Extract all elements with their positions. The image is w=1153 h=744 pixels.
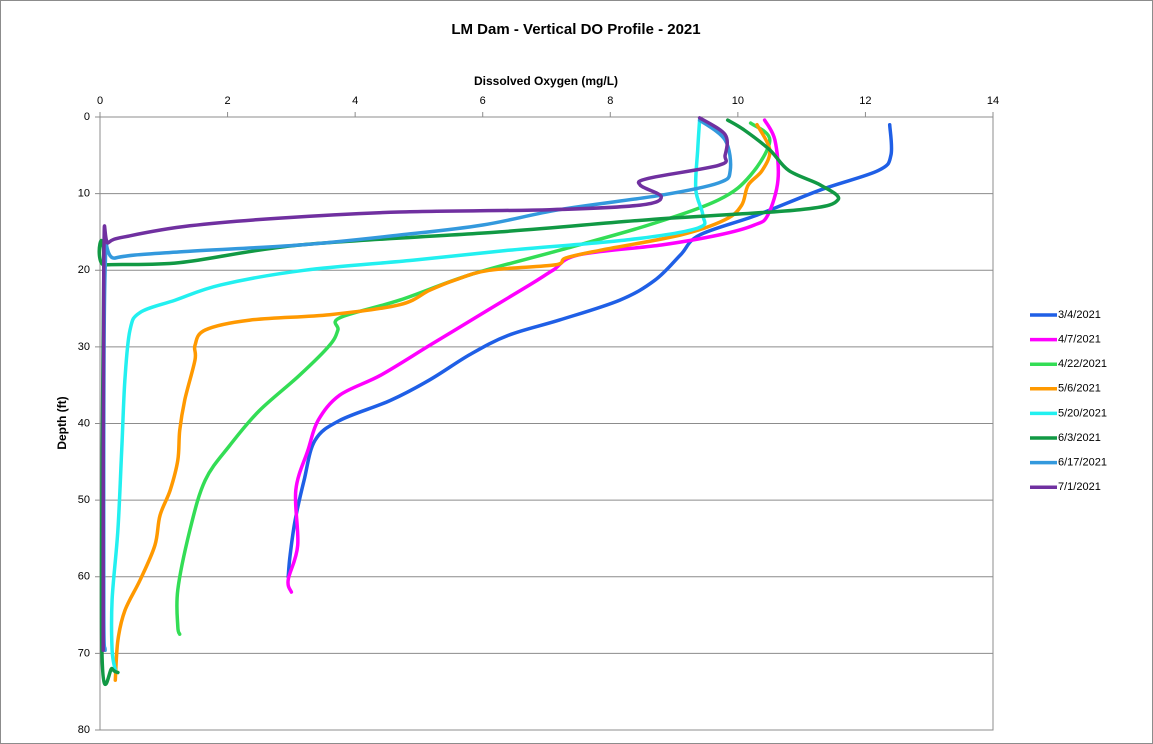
- chart-title: LM Dam - Vertical DO Profile - 2021: [451, 21, 700, 38]
- x-axis-title: Dissolved Oxygen (mg/L): [474, 74, 618, 88]
- x-tick-label: 6: [480, 95, 486, 107]
- series-line: [101, 116, 730, 653]
- legend-label: 3/4/2021: [1058, 309, 1101, 321]
- y-tick-label: 50: [78, 494, 90, 506]
- series-line: [109, 118, 707, 672]
- series-line: [286, 122, 894, 579]
- legend-label: 6/17/2021: [1058, 457, 1107, 469]
- y-tick-label: 30: [78, 341, 90, 353]
- series-line: [286, 118, 781, 594]
- x-tick-label: 12: [859, 95, 871, 107]
- x-tick-label: 14: [987, 95, 999, 107]
- y-tick-label: 10: [78, 188, 90, 200]
- y-tick-label: 70: [78, 647, 90, 659]
- legend-label: 5/6/2021: [1058, 383, 1101, 395]
- legend-label: 4/22/2021: [1058, 358, 1107, 370]
- legend-label: 4/7/2021: [1058, 334, 1101, 346]
- legend-label: 7/1/2021: [1058, 481, 1101, 493]
- x-tick-label: 8: [607, 95, 613, 107]
- series-line: [113, 122, 772, 682]
- y-tick-label: 40: [78, 417, 90, 429]
- y-tick-label: 0: [84, 111, 90, 123]
- series-line: [175, 121, 772, 636]
- y-tick-label: 80: [78, 724, 90, 736]
- legend-label: 6/3/2021: [1058, 432, 1101, 444]
- x-tick-label: 4: [352, 95, 358, 107]
- y-tick-label: 60: [78, 571, 90, 583]
- legend-label: 5/20/2021: [1058, 407, 1107, 419]
- y-axis-title: Depth (ft): [55, 396, 69, 449]
- x-tick-label: 10: [732, 95, 744, 107]
- x-tick-label: 0: [97, 95, 103, 107]
- y-tick-label: 20: [78, 264, 90, 276]
- x-tick-label: 2: [225, 95, 231, 107]
